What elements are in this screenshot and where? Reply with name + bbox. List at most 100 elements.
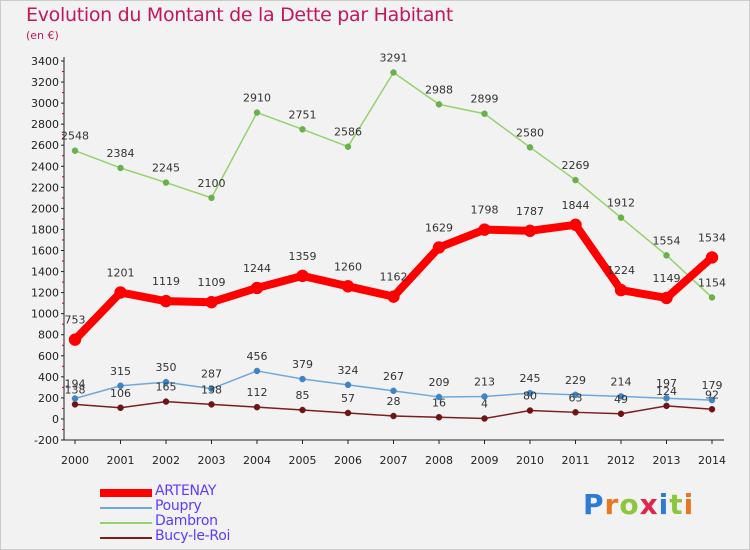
legend-label: ARTENAY (155, 483, 217, 499)
data-label: 85 (296, 389, 310, 402)
x-tick-label: 2006 (334, 454, 362, 467)
x-tick-label: 2005 (289, 454, 317, 467)
data-point (253, 367, 261, 375)
data-label: 2586 (334, 126, 362, 139)
y-tick-label: 2000 (31, 202, 59, 215)
data-point (435, 393, 443, 401)
data-label: 1244 (243, 262, 271, 275)
data-point (614, 283, 628, 297)
data-point (159, 294, 173, 308)
data-point (435, 414, 443, 421)
data-label: 1554 (653, 234, 681, 247)
data-label: 213 (474, 376, 495, 389)
y-tick-label: 2200 (31, 181, 59, 194)
data-point (617, 410, 625, 418)
y-tick-label: 2600 (31, 139, 59, 152)
data-label: 2100 (198, 177, 226, 190)
legend-label: Dambron (155, 513, 218, 529)
data-label: 1119 (152, 275, 180, 288)
x-tick-label: 2013 (653, 454, 681, 467)
y-tick-label: 0 (52, 413, 59, 426)
data-label: 1787 (516, 205, 544, 218)
data-label: 287 (201, 368, 222, 381)
data-point (162, 179, 170, 186)
data-point (572, 409, 579, 416)
data-point (162, 378, 170, 386)
data-point (663, 402, 670, 410)
data-point (708, 294, 716, 301)
data-point (162, 398, 170, 405)
data-point (478, 223, 491, 236)
data-point (250, 281, 264, 295)
data-point (344, 143, 352, 150)
data-label: 49 (614, 393, 628, 406)
data-label: 1359 (289, 250, 317, 263)
data-point (344, 409, 352, 417)
data-label: 1154 (698, 276, 726, 289)
x-tick-label: 2004 (243, 454, 271, 467)
data-point (114, 286, 127, 299)
data-label: 57 (341, 392, 355, 405)
y-tick-label: 2400 (31, 160, 59, 173)
data-label: 138 (201, 383, 222, 396)
chart-subtitle: (en €) (26, 29, 59, 42)
data-label: 2899 (471, 93, 499, 106)
data-point (526, 407, 534, 414)
y-tick-label: 3000 (31, 97, 59, 110)
data-label: 1201 (107, 267, 135, 280)
data-point (253, 109, 261, 116)
data-label: 267 (383, 370, 404, 383)
data-point (572, 176, 579, 184)
y-tick-label: 1600 (31, 245, 59, 258)
y-tick-label: 1800 (31, 223, 59, 236)
data-point (526, 144, 534, 151)
data-point (523, 224, 537, 238)
legend-swatch (100, 537, 152, 539)
data-point (569, 218, 582, 232)
proxiti-logo: Proxiti (583, 488, 695, 521)
data-label: 194 (65, 378, 86, 391)
x-tick-label: 2010 (516, 454, 544, 467)
data-point (341, 280, 355, 293)
data-point (117, 382, 124, 390)
data-point (71, 147, 79, 154)
data-point (387, 290, 400, 303)
data-label: 1224 (607, 264, 635, 277)
data-label: 214 (611, 375, 632, 388)
data-point (481, 110, 488, 117)
data-label: 3291 (380, 51, 408, 64)
data-label: 379 (292, 358, 313, 371)
data-label: 92 (705, 388, 719, 401)
data-point (390, 69, 397, 76)
y-tick-label: 1400 (31, 266, 59, 279)
x-tick-label: 2001 (107, 454, 135, 467)
data-label: 1798 (471, 204, 499, 217)
y-tick-label: 1200 (31, 287, 59, 300)
data-point (660, 291, 673, 305)
y-tick-label: 2800 (31, 118, 59, 131)
data-point (117, 164, 124, 172)
y-tick-label: 600 (38, 350, 59, 363)
legend-swatch (100, 507, 152, 509)
data-label: 456 (247, 350, 268, 363)
data-label: 138 (65, 383, 86, 396)
legend-label: Poupry (155, 498, 202, 514)
data-label: 165 (156, 381, 177, 394)
data-label: 1162 (380, 271, 408, 284)
data-label: 28 (387, 395, 401, 408)
data-label: 112 (247, 386, 268, 399)
data-label: 315 (110, 365, 131, 378)
data-point (208, 401, 215, 408)
legend-swatch (100, 489, 152, 497)
data-label: 1149 (653, 272, 681, 285)
data-label: 245 (520, 372, 541, 385)
data-point (71, 395, 79, 402)
chart-title: Evolution du Montant de la Dette par Hab… (26, 4, 454, 26)
data-point (663, 394, 670, 402)
data-label: 229 (565, 374, 586, 387)
data-label: 209 (429, 376, 450, 389)
data-label: 2751 (289, 108, 317, 121)
legend-label: Bucy-le-Roi (155, 528, 231, 544)
data-point (208, 194, 215, 202)
